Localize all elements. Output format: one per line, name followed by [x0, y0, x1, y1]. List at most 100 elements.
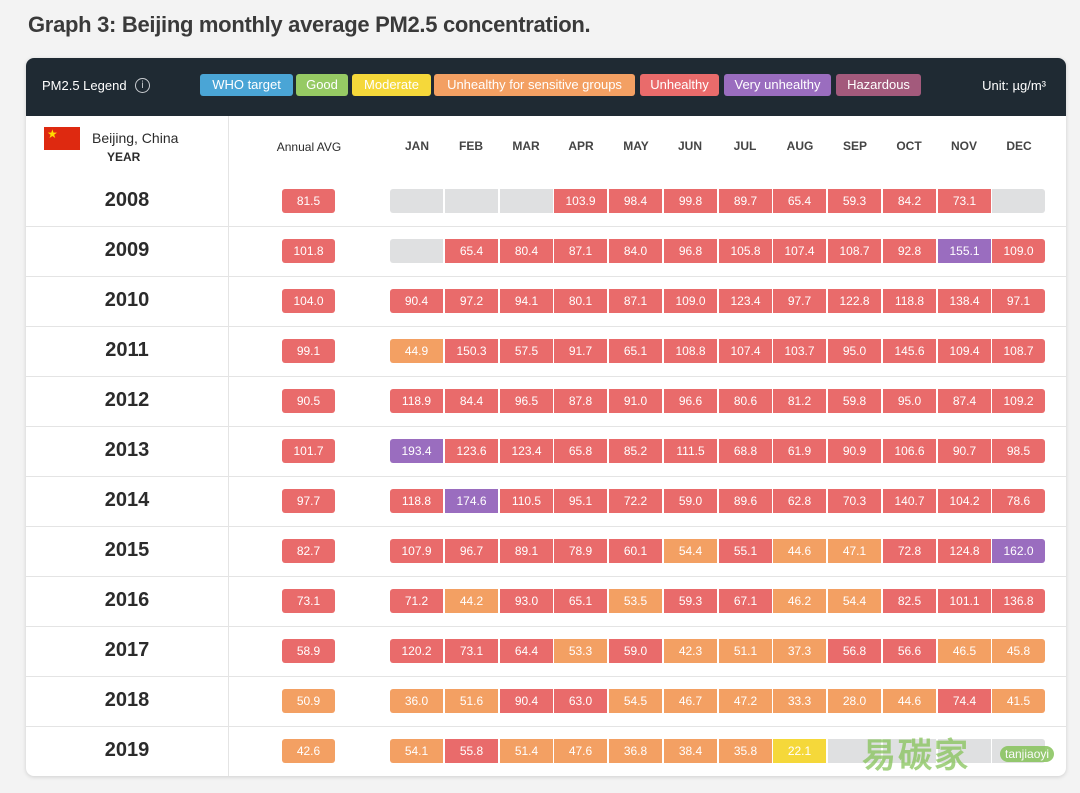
month-cell-2018-dec: 41.5 [992, 689, 1045, 713]
month-cell-2017-jun: 42.3 [664, 639, 717, 663]
month-cell-2015-jan: 107.9 [390, 539, 443, 563]
info-icon[interactable]: i [135, 78, 150, 93]
month-cell-2010-apr: 80.1 [554, 289, 607, 313]
page-title: Graph 3: Beijing monthly average PM2.5 c… [28, 12, 591, 37]
watermark-logo: 易碳家 [862, 737, 970, 775]
month-cell-2018-may: 54.5 [609, 689, 662, 713]
month-cell-2014-jul: 89.6 [719, 489, 772, 513]
month-cell-empty [938, 739, 991, 763]
year-label-2015: 2015 [104, 539, 150, 561]
month-cell-2009-jul: 105.8 [719, 239, 772, 263]
month-cell-2017-may: 59.0 [609, 639, 662, 663]
month-cell-2008-jul: 89.7 [719, 189, 772, 213]
month-cell-empty [883, 739, 936, 763]
year-label-2012: 2012 [104, 389, 150, 411]
month-cell-2015-mar: 89.1 [500, 539, 553, 563]
month-cell-2014-may: 72.2 [609, 489, 662, 513]
month-cell-2011-nov: 109.4 [938, 339, 991, 363]
row-divider [26, 626, 1066, 627]
month-cell-2010-jul: 123.4 [719, 289, 772, 313]
pm25-table-card: PM2.5 Legend i WHO target Good Moderate … [26, 58, 1066, 776]
month-cell-2019-mar: 51.4 [500, 739, 553, 763]
column-divider [228, 116, 229, 776]
month-cell-2017-sep: 56.8 [828, 639, 881, 663]
legend-chip-unhealthy: Unhealthy [640, 74, 719, 96]
annual-avg-cell-2009: 101.8 [282, 239, 335, 263]
month-cell-2014-oct: 140.7 [883, 489, 936, 513]
year-label-2016: 2016 [104, 589, 150, 611]
month-cell-2008-sep: 59.3 [828, 189, 881, 213]
month-cell-2015-sep: 47.1 [828, 539, 881, 563]
month-cell-2014-aug: 62.8 [773, 489, 826, 513]
month-cell-2009-mar: 80.4 [500, 239, 553, 263]
year-label-2010: 2010 [104, 289, 150, 311]
month-cell-2017-feb: 73.1 [445, 639, 498, 663]
row-divider [26, 476, 1066, 477]
month-cell-2011-apr: 91.7 [554, 339, 607, 363]
month-cell-2016-oct: 82.5 [883, 589, 936, 613]
month-cell-2010-feb: 97.2 [445, 289, 498, 313]
row-divider [26, 576, 1066, 577]
legend-chip-very-unhealthy: Very unhealthy [724, 74, 831, 96]
month-cell-2018-mar: 90.4 [500, 689, 553, 713]
month-header-jan: JAN [404, 139, 429, 153]
month-cell-empty [390, 189, 443, 213]
month-cell-2016-apr: 65.1 [554, 589, 607, 613]
month-header-feb: FEB [459, 139, 483, 153]
annual-avg-cell-2011: 99.1 [282, 339, 335, 363]
month-cell-2013-jul: 68.8 [719, 439, 772, 463]
month-cell-2010-mar: 94.1 [500, 289, 553, 313]
month-cell-2009-oct: 92.8 [883, 239, 936, 263]
month-cell-2018-apr: 63.0 [554, 689, 607, 713]
month-cell-empty [445, 189, 498, 213]
month-cell-2009-nov: 155.1 [938, 239, 991, 263]
month-cell-2015-aug: 44.6 [773, 539, 826, 563]
month-cell-2016-dec: 136.8 [992, 589, 1045, 613]
row-divider [26, 226, 1066, 227]
legend-label: PM2.5 Legend [42, 78, 127, 93]
month-header-mar: MAR [512, 139, 540, 153]
month-cell-empty [828, 739, 881, 763]
month-cell-2016-jan: 71.2 [390, 589, 443, 613]
month-cell-2019-apr: 47.6 [554, 739, 607, 763]
month-cell-2014-dec: 78.6 [992, 489, 1045, 513]
month-cell-2018-feb: 51.6 [445, 689, 498, 713]
month-cell-2009-sep: 108.7 [828, 239, 881, 263]
annual-avg-cell-2012: 90.5 [282, 389, 335, 413]
month-cell-2010-nov: 138.4 [938, 289, 991, 313]
month-cell-2013-jan: 193.4 [390, 439, 443, 463]
year-label-2008: 2008 [104, 189, 150, 211]
year-label-2019: 2019 [104, 739, 150, 761]
month-cell-2017-nov: 46.5 [938, 639, 991, 663]
month-cell-2013-apr: 65.8 [554, 439, 607, 463]
annual-avg-cell-2018: 50.9 [282, 689, 335, 713]
month-cell-2008-jun: 99.8 [664, 189, 717, 213]
watermark-sub: tanjiaoyi [1000, 746, 1055, 762]
month-header-jul: JUL [733, 139, 757, 153]
year-column-header: YEAR [107, 150, 141, 164]
month-cell-2019-aug: 22.1 [773, 739, 826, 763]
month-cell-2012-aug: 81.2 [773, 389, 826, 413]
month-cell-2016-feb: 44.2 [445, 589, 498, 613]
month-cell-2012-jan: 118.9 [390, 389, 443, 413]
month-cell-2015-jun: 54.4 [664, 539, 717, 563]
month-cell-2008-nov: 73.1 [938, 189, 991, 213]
month-cell-2011-jan: 44.9 [390, 339, 443, 363]
month-header-sep: SEP [842, 139, 867, 153]
month-cell-2011-sep: 95.0 [828, 339, 881, 363]
month-cell-2012-oct: 95.0 [883, 389, 936, 413]
year-label-2014: 2014 [104, 489, 150, 511]
city-label: Beijing, China [92, 130, 179, 146]
month-header-may: MAY [623, 139, 649, 153]
month-cell-empty [390, 239, 443, 263]
month-cell-2013-mar: 123.4 [500, 439, 553, 463]
row-divider [26, 376, 1066, 377]
month-cell-2012-sep: 59.8 [828, 389, 881, 413]
legend-chip-good: Good [296, 74, 348, 96]
month-cell-2011-jun: 108.8 [664, 339, 717, 363]
row-divider [26, 726, 1066, 727]
month-cell-2011-mar: 57.5 [500, 339, 553, 363]
annual-avg-cell-2010: 104.0 [282, 289, 335, 313]
month-cell-2017-apr: 53.3 [554, 639, 607, 663]
month-cell-2008-oct: 84.2 [883, 189, 936, 213]
